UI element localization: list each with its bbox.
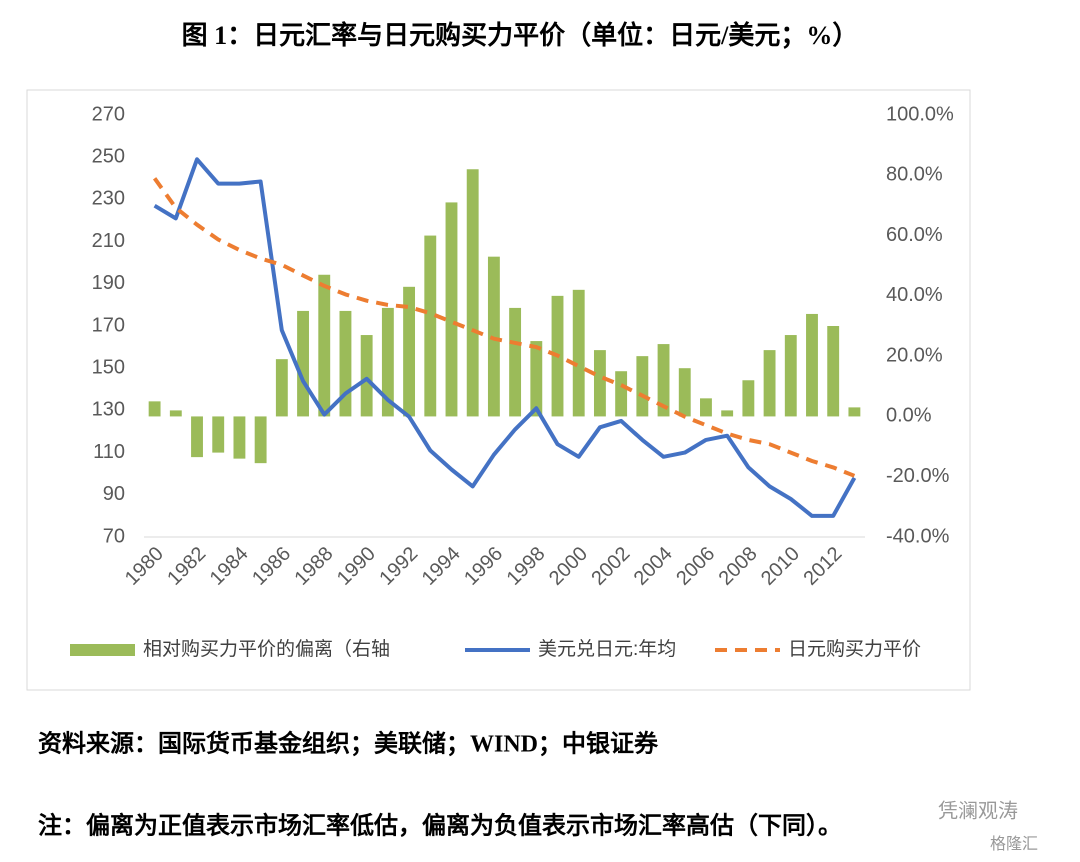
bar: [763, 350, 776, 417]
y2-tick-label: 20.0%: [886, 344, 943, 366]
legend-swatch: [70, 644, 135, 656]
bar: [360, 335, 373, 417]
chart-title: 图 1：日元汇率与日元购买力平价（单位：日元/美元；%）: [182, 20, 859, 50]
bar: [381, 307, 394, 417]
y2-tick-label: 80.0%: [886, 164, 943, 186]
bar: [848, 407, 861, 417]
legend-label: 美元兑日元:年均: [538, 638, 676, 660]
bar: [233, 416, 246, 459]
x-tick-label: 2010: [757, 543, 804, 590]
x-tick-label: 2000: [545, 543, 592, 590]
chart-frame: [26, 89, 971, 691]
y-tick-label: 110: [93, 441, 125, 463]
bar: [806, 313, 818, 417]
source: 资料来源：国际货币基金组织；美联储；WIND；中银证券: [38, 730, 659, 758]
y2-tick-label: -40.0%: [886, 525, 950, 547]
x-tick-label: 1988: [290, 543, 337, 590]
bar: [657, 344, 670, 417]
y-tick-label: 70: [103, 525, 125, 547]
x-tick-label: 1998: [503, 543, 550, 590]
y-tick-label: 170: [92, 314, 125, 336]
bar: [403, 286, 416, 417]
bar: [615, 371, 628, 417]
bar: [700, 398, 712, 417]
bar: [509, 307, 522, 417]
bar: [191, 416, 203, 458]
dashed-line: [152, 177, 856, 478]
bar: [424, 235, 437, 417]
x-tick-label: 1992: [375, 543, 422, 590]
legend-label: 相对购买力平价的偏离（右轴: [143, 638, 390, 660]
y-tick-label: 190: [92, 272, 125, 294]
bar: [784, 335, 797, 417]
bar: [297, 310, 309, 417]
bar: [572, 289, 585, 417]
bar: [212, 416, 225, 453]
y-tick-label: 270: [92, 103, 125, 125]
bar: [678, 368, 691, 417]
x-tick-label: 1990: [333, 543, 380, 590]
y2-tick-label: 40.0%: [886, 284, 943, 306]
bar: [593, 350, 606, 417]
bar: [275, 359, 288, 417]
y-tick-label: 90: [103, 483, 125, 505]
x-tick-label: 2008: [715, 543, 762, 590]
y2-tick-label: 60.0%: [886, 224, 943, 246]
y2-tick-label: -20.0%: [886, 465, 950, 487]
bar: [254, 416, 267, 464]
bar: [636, 356, 649, 417]
bar: [530, 341, 543, 417]
y2-tick-label: 100.0%: [886, 103, 954, 125]
x-tick-label: 1994: [418, 543, 465, 590]
bar: [721, 410, 734, 417]
watermark: 凭澜观涛: [938, 799, 1018, 822]
bar: [339, 310, 352, 417]
bar: [169, 410, 182, 417]
x-tick-label: 2006: [672, 543, 719, 590]
x-tick-label: 2012: [799, 543, 846, 590]
x-tick-label: 2002: [587, 543, 634, 590]
bar: [742, 380, 755, 417]
y-tick-label: 230: [92, 188, 125, 210]
bar: [318, 274, 331, 417]
x-tick-label: 1996: [460, 543, 507, 590]
line: [153, 157, 857, 518]
y-tick-label: 210: [92, 230, 125, 252]
y-tick-label: 150: [92, 356, 125, 378]
watermark: 格隆汇: [990, 835, 1038, 853]
legend-label: 日元购买力平价: [788, 638, 921, 660]
bar: [466, 169, 479, 417]
x-tick-label: 1986: [248, 543, 295, 590]
y-tick-label: 130: [92, 399, 125, 421]
x-tick-label: 1980: [121, 543, 168, 590]
bar: [148, 401, 161, 417]
x-tick-label: 1982: [163, 543, 210, 590]
x-tick-label: 1984: [206, 543, 253, 590]
y2-tick-label: 0.0%: [886, 405, 932, 427]
bar: [445, 202, 458, 417]
note: 注：偏离为正值表示市场汇率低估，偏离为负值表示市场汇率高估（下同）。: [38, 812, 842, 840]
y-tick-label: 250: [92, 145, 125, 167]
x-tick-label: 2004: [630, 543, 677, 590]
bar: [827, 326, 840, 417]
